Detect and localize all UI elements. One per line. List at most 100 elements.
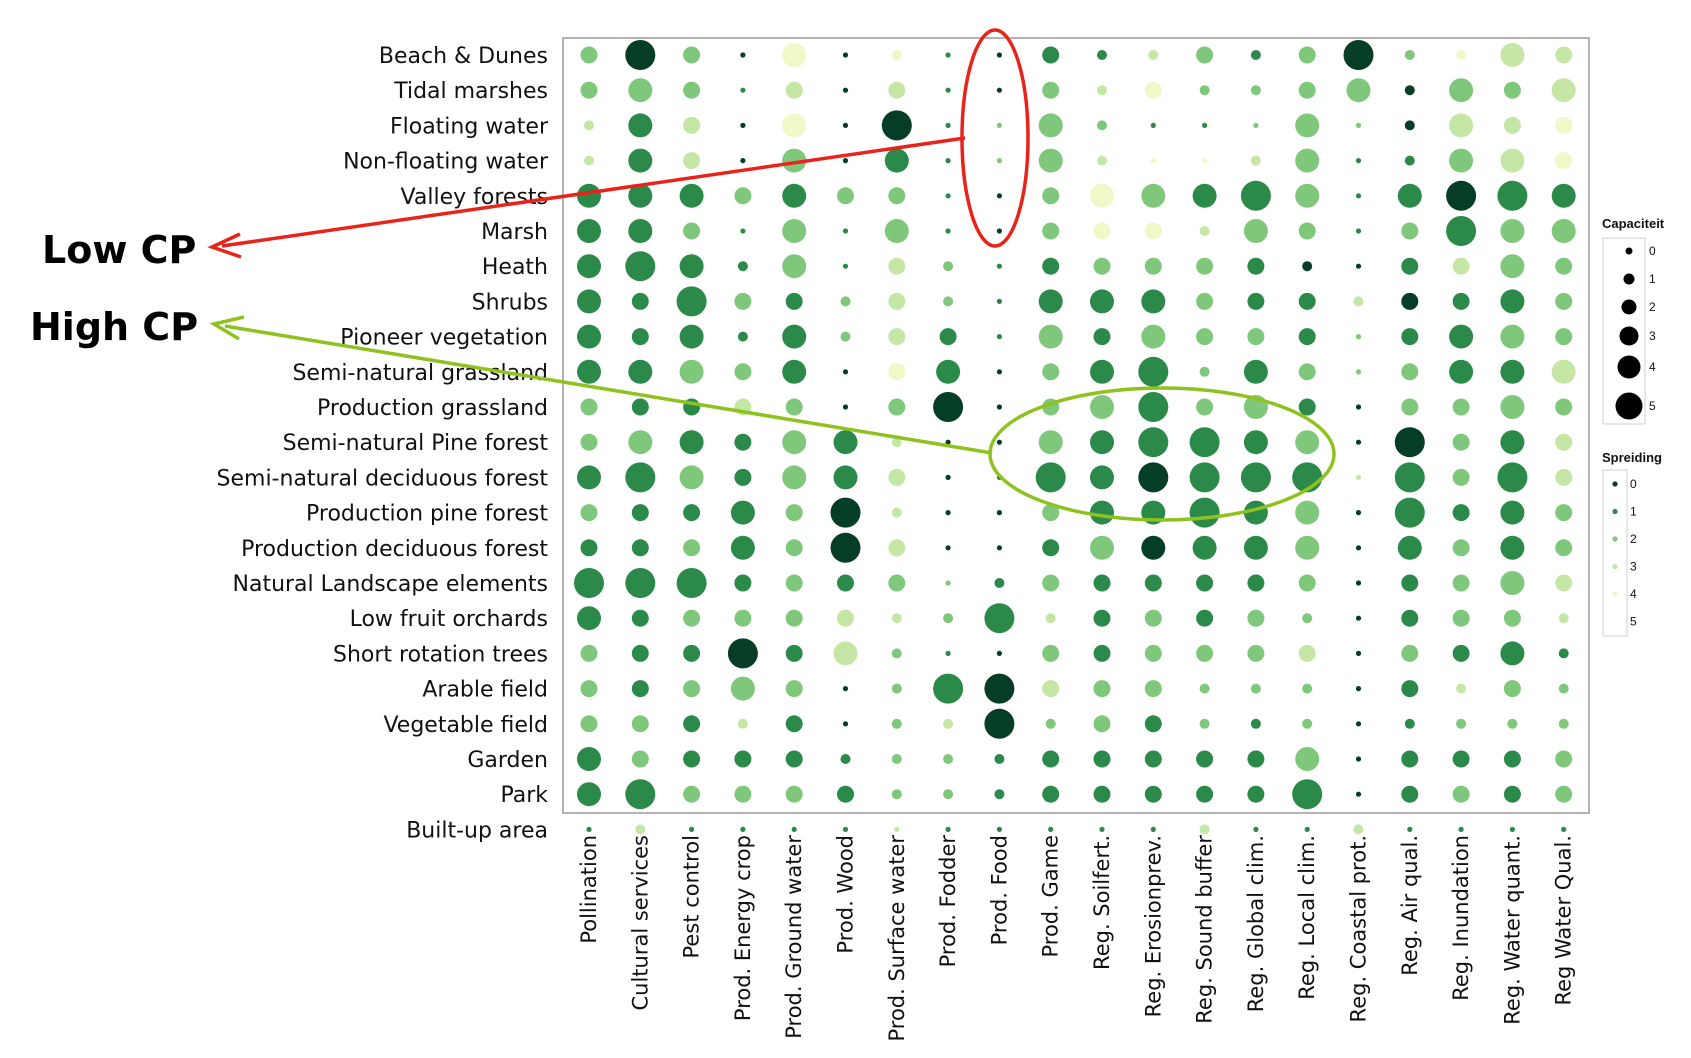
bubble (945, 122, 951, 128)
low-cp-label: Low CP (42, 228, 196, 272)
bubble (945, 439, 951, 445)
bubble (584, 120, 594, 131)
bubble (730, 535, 755, 560)
bubble (1452, 750, 1470, 768)
bubble (1150, 122, 1156, 128)
bubble (842, 686, 849, 692)
bubble (842, 158, 849, 164)
bubble (888, 257, 906, 275)
bubble (580, 504, 598, 522)
bubble (996, 509, 1003, 516)
bubble (833, 430, 858, 455)
bubble (580, 46, 598, 64)
bubble (1042, 785, 1060, 803)
bubble (996, 263, 1003, 269)
bubble (1555, 504, 1573, 522)
bubble (945, 826, 951, 833)
column-label: Reg. Local clim. (1295, 835, 1319, 1000)
bubble (888, 292, 906, 310)
bubble (891, 437, 902, 448)
bubble (1404, 718, 1415, 729)
bubble (1295, 747, 1320, 771)
bubble (628, 430, 653, 455)
bubble (1093, 257, 1111, 275)
bubble (1449, 324, 1474, 349)
bubble (577, 183, 601, 208)
bubble (683, 644, 701, 662)
bubble (1298, 398, 1316, 416)
bubble (1503, 81, 1521, 99)
bubble (1452, 785, 1470, 803)
row-label: Vegetable field (383, 713, 548, 738)
bubble (1093, 680, 1111, 698)
bubble (996, 193, 1003, 199)
bubble (785, 785, 803, 803)
bubble (1253, 826, 1259, 833)
bubble (1240, 462, 1271, 493)
bubble (683, 680, 701, 698)
bubble (1196, 398, 1214, 416)
bubble (1196, 644, 1214, 662)
bubble (1298, 292, 1316, 310)
bubble (782, 254, 807, 279)
bubble (840, 296, 851, 307)
bubble (1141, 183, 1166, 208)
bubble (936, 359, 961, 384)
bubble (1045, 718, 1056, 729)
bubble (1500, 535, 1525, 560)
bubble (628, 183, 653, 208)
spreiding-legend-title: Spreiding (1602, 450, 1662, 465)
bubble (683, 504, 701, 522)
bubble (782, 219, 807, 243)
bubble (1199, 718, 1210, 729)
bubble (1298, 81, 1316, 99)
bubble (1500, 359, 1525, 384)
row-label: Built-up area (406, 818, 548, 843)
capaciteit-legend-marker (1623, 273, 1635, 285)
bubble (1199, 824, 1210, 835)
bubble (625, 40, 656, 70)
bubble (842, 122, 849, 128)
bubble (1355, 686, 1362, 692)
bubble (625, 568, 656, 598)
bubble (1555, 750, 1573, 768)
bubble (1555, 292, 1573, 310)
bubble (842, 263, 849, 269)
bubble (842, 87, 849, 93)
bubble (1138, 392, 1169, 422)
bubble (734, 187, 752, 205)
bubble (1045, 613, 1056, 624)
bubble (628, 113, 653, 138)
bubble (943, 789, 954, 800)
bubble (1551, 183, 1576, 208)
bubble (1247, 750, 1265, 768)
bubble (683, 785, 701, 803)
bubble (785, 574, 803, 592)
bubble (996, 158, 1003, 164)
bubble (1452, 292, 1470, 310)
bubble (740, 52, 746, 58)
capaciteit-legend-marker (1621, 299, 1637, 315)
bubble (1456, 50, 1467, 60)
bubble (842, 826, 849, 833)
bubble (1555, 46, 1573, 64)
bubble (577, 324, 601, 349)
spreiding-legend-box (1602, 469, 1628, 637)
row-label: Production grassland (317, 396, 548, 421)
row-label: Park (500, 783, 548, 808)
bubble (635, 824, 646, 835)
bubble (1042, 222, 1060, 240)
bubble (840, 331, 851, 342)
bubble (1144, 785, 1162, 803)
column-label: Reg. Air qual. (1398, 835, 1422, 976)
bubble (625, 462, 656, 493)
plot-area (562, 37, 1590, 814)
bubble (580, 398, 598, 416)
bubble (580, 81, 598, 99)
bubble (996, 545, 1003, 551)
bubble (888, 468, 906, 486)
bubble (1456, 718, 1467, 729)
column-label: Reg. Erosionprev. (1141, 835, 1165, 1017)
bubble (1048, 826, 1054, 833)
bubble (580, 539, 598, 557)
